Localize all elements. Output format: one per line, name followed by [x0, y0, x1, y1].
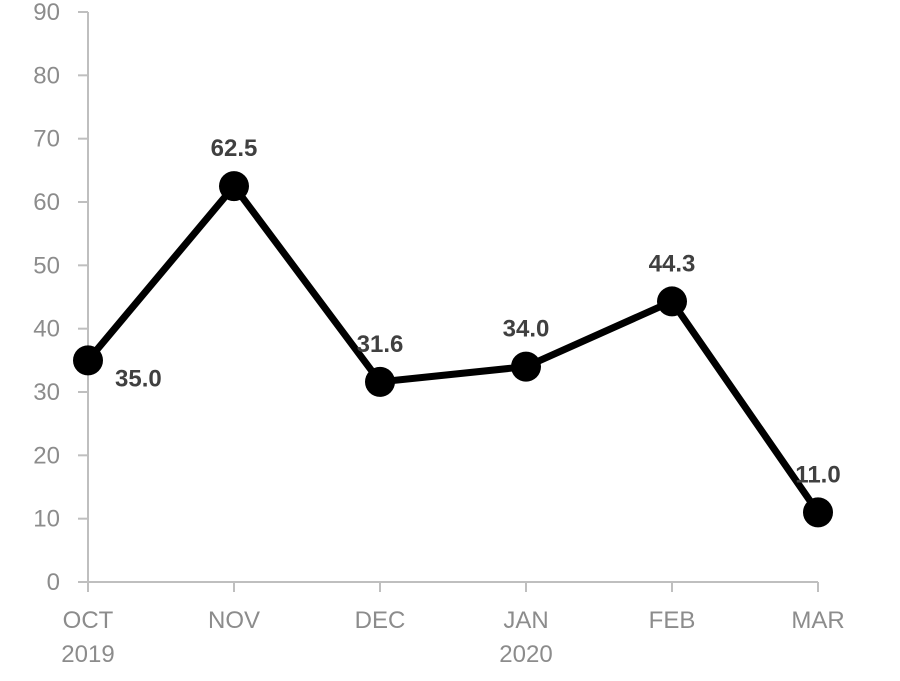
y-tick-label: 40 — [33, 316, 60, 343]
y-axis: 0 10 20 30 40 50 60 70 80 90 — [33, 0, 89, 596]
y-tick-label: 60 — [33, 189, 60, 216]
x-tick-year-label: 2019 — [61, 641, 114, 668]
data-label: 44.3 — [649, 250, 696, 277]
data-point-marker — [219, 171, 249, 202]
x-axis: OCT 2019 NOV DEC JAN 2020 FEB MAR — [61, 581, 845, 668]
data-point-marker — [365, 366, 395, 397]
data-label: 35.0 — [115, 365, 162, 392]
y-tick-label: 80 — [33, 62, 60, 89]
y-tick-label: 70 — [33, 126, 60, 153]
data-label: 31.6 — [357, 331, 404, 358]
data-point-marker — [803, 497, 833, 528]
y-tick-label: 10 — [33, 506, 60, 533]
x-tick-label: JAN — [503, 607, 548, 634]
data-labels: 35.0 62.5 31.6 34.0 44.3 11.0 — [115, 135, 841, 488]
data-label: 34.0 — [503, 316, 550, 343]
x-tick-label: FEB — [649, 607, 696, 634]
y-tick-label: 0 — [47, 569, 60, 596]
y-tick-label: 50 — [33, 252, 60, 279]
data-point-marker — [73, 345, 103, 376]
data-point-marker — [657, 286, 687, 317]
x-tick-label: NOV — [208, 607, 260, 634]
x-tick-label: OCT — [63, 607, 114, 634]
x-tick-label: DEC — [355, 607, 406, 634]
data-point-marker — [511, 351, 541, 382]
x-tick-label: MAR — [791, 607, 844, 634]
x-tick-year-label: 2020 — [499, 641, 552, 668]
data-label: 62.5 — [211, 135, 258, 162]
y-tick-label: 90 — [33, 0, 60, 26]
data-label: 11.0 — [795, 461, 840, 488]
y-tick-label: 30 — [33, 379, 60, 406]
y-tick-label: 20 — [33, 442, 60, 469]
series-path — [85, 182, 821, 515]
series-line — [73, 171, 833, 528]
